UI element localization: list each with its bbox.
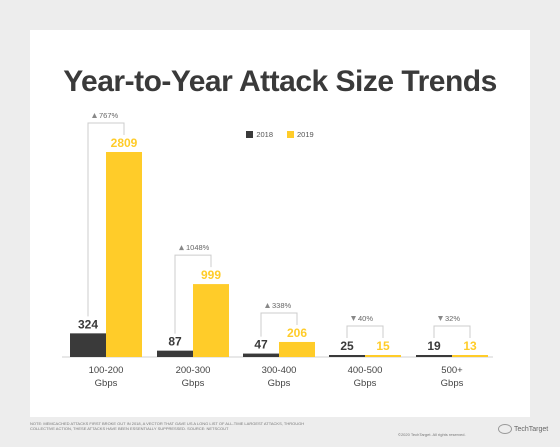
x-tick-label: Gbps [441,378,464,389]
legend-swatch-2018 [246,131,254,138]
arrow-up-icon [265,302,270,308]
x-tick-label: Gbps [182,378,205,389]
data-label-2019: 15 [376,339,390,353]
change-label: 40% [358,314,373,323]
x-tick-label: Gbps [95,378,118,389]
data-label-2018: 87 [168,335,182,349]
change-bracket [433,325,471,338]
bar-2018 [329,355,365,357]
bar-2019 [106,152,142,357]
bar-2019 [365,355,401,357]
x-tick-label: 100-200 [89,365,124,376]
data-label-2019: 2809 [111,136,138,150]
data-label-2018: 19 [427,339,441,353]
chart-title: Year-to-Year Attack Size Trends [63,65,497,98]
brand-name: TechTarget [514,425,549,433]
bar-2018 [243,353,279,357]
x-tick-label: Gbps [354,378,377,389]
change-bracket [174,254,212,334]
legend: 2018 2019 [30,130,530,139]
bar-2019 [193,284,229,357]
source-note: Note: Memcached attacks first broke out … [30,421,305,431]
bar-2019 [279,341,315,357]
data-label-2018: 25 [340,339,354,353]
arrow-down-icon [351,316,356,321]
bar-2018 [157,350,193,357]
x-tick-label: 200-300 [176,365,211,376]
x-tick-label: 300-400 [262,365,297,376]
change-label: 1048% [186,243,210,252]
arrow-down-icon [438,316,443,321]
x-tick-label: 500+ [441,365,463,376]
legend-label-2018: 2018 [256,130,273,139]
change-label: 338% [272,301,292,310]
legend-label-2019: 2019 [297,130,314,139]
change-bracket [346,325,384,338]
bar-2019 [452,355,488,357]
x-tick-label: 400-500 [348,365,383,376]
change-bracket [260,312,298,337]
data-label-2019: 206 [287,326,307,340]
change-label: 767% [99,111,119,120]
x-tick-label: Gbps [268,378,291,389]
bar-2018 [70,333,106,357]
change-label: 32% [445,314,460,323]
data-label-2019: 999 [201,268,221,282]
data-label-2019: 13 [463,339,477,353]
legend-item-2019: 2019 [287,130,314,139]
data-label-2018: 324 [78,317,98,331]
legend-swatch-2019 [287,131,294,138]
change-bracket [87,122,125,317]
copyright: ©2020 TechTarget. All rights reserved. [398,432,466,437]
brand-logo: TechTarget [498,424,548,434]
data-label-2018: 47 [254,338,268,352]
arrow-up-icon [92,113,97,118]
brand-eye-icon [498,424,512,434]
legend-item-2018: 2018 [246,130,273,139]
bar-2018 [416,355,452,357]
arrow-up-icon [179,245,184,251]
